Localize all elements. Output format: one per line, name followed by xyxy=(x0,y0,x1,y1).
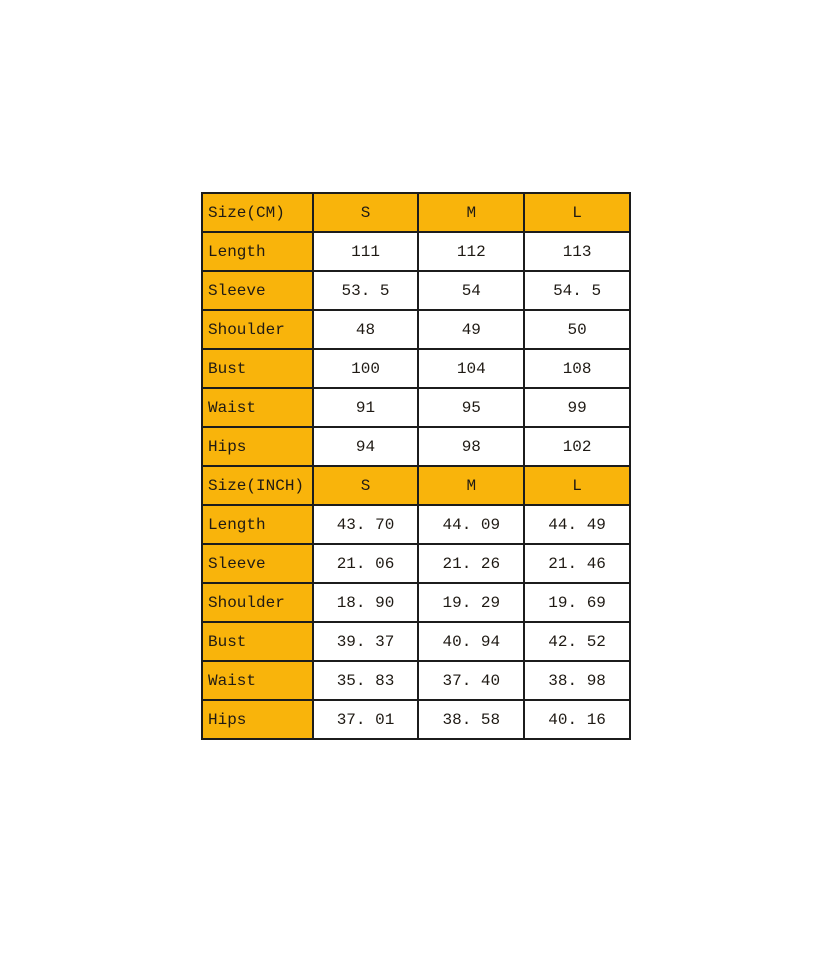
cell-value: 54 xyxy=(417,270,526,311)
cell-value: 40. 94 xyxy=(417,621,526,662)
row-label: Sleeve xyxy=(201,543,314,584)
size-column-header: L xyxy=(523,465,631,506)
table-row: Length 111 112 113 xyxy=(201,231,631,272)
cell-value: 111 xyxy=(311,231,420,272)
table-row: Hips 94 98 102 xyxy=(201,426,631,467)
table-row: Waist 35. 83 37. 40 38. 98 xyxy=(201,660,631,701)
row-label: Shoulder xyxy=(201,309,314,350)
cell-value: 40. 16 xyxy=(523,699,631,740)
section-header-label: Size(INCH) xyxy=(201,465,314,506)
row-label: Hips xyxy=(201,426,314,467)
cell-value: 21. 46 xyxy=(523,543,631,584)
cell-value: 37. 01 xyxy=(311,699,420,740)
cell-value: 37. 40 xyxy=(417,660,526,701)
table-row: Shoulder 18. 90 19. 29 19. 69 xyxy=(201,582,631,623)
row-label: Waist xyxy=(201,660,314,701)
cell-value: 112 xyxy=(417,231,526,272)
size-chart-table: Size(CM) S M L Length 111 112 113 Sleeve 53. 5 54 5… xyxy=(201,192,631,740)
row-label: Length xyxy=(201,231,314,272)
cell-value: 54. 5 xyxy=(523,270,631,311)
cell-value: 91 xyxy=(311,387,420,428)
cell-value: 100 xyxy=(311,348,420,389)
cell-value: 99 xyxy=(523,387,631,428)
cell-value: 39. 37 xyxy=(311,621,420,662)
cell-value: 18. 90 xyxy=(311,582,420,623)
cell-value: 48 xyxy=(311,309,420,350)
table-row: Waist 91 95 99 xyxy=(201,387,631,428)
cell-value: 104 xyxy=(417,348,526,389)
table-row: Bust 39. 37 40. 94 42. 52 xyxy=(201,621,631,662)
section-header-label: Size(CM) xyxy=(201,192,314,233)
cell-value: 44. 09 xyxy=(417,504,526,545)
row-label: Waist xyxy=(201,387,314,428)
row-label: Length xyxy=(201,504,314,545)
cell-value: 35. 83 xyxy=(311,660,420,701)
cell-value: 108 xyxy=(523,348,631,389)
row-label: Hips xyxy=(201,699,314,740)
table-row: Shoulder 48 49 50 xyxy=(201,309,631,350)
cell-value: 50 xyxy=(523,309,631,350)
cell-value: 21. 26 xyxy=(417,543,526,584)
cell-value: 19. 29 xyxy=(417,582,526,623)
table-row: Hips 37. 01 38. 58 40. 16 xyxy=(201,699,631,740)
table-row: Bust 100 104 108 xyxy=(201,348,631,389)
cell-value: 95 xyxy=(417,387,526,428)
size-column-header: S xyxy=(311,192,420,233)
cell-value: 49 xyxy=(417,309,526,350)
cell-value: 44. 49 xyxy=(523,504,631,545)
cell-value: 38. 98 xyxy=(523,660,631,701)
cell-value: 43. 70 xyxy=(311,504,420,545)
section-header-row: Size(INCH) S M L xyxy=(201,465,631,506)
cell-value: 53. 5 xyxy=(311,270,420,311)
size-column-header: M xyxy=(417,465,526,506)
row-label: Sleeve xyxy=(201,270,314,311)
cell-value: 19. 69 xyxy=(523,582,631,623)
table-row: Length 43. 70 44. 09 44. 49 xyxy=(201,504,631,545)
table-row: Sleeve 21. 06 21. 26 21. 46 xyxy=(201,543,631,584)
row-label: Bust xyxy=(201,621,314,662)
table-row: Sleeve 53. 5 54 54. 5 xyxy=(201,270,631,311)
cell-value: 113 xyxy=(523,231,631,272)
cell-value: 38. 58 xyxy=(417,699,526,740)
cell-value: 102 xyxy=(523,426,631,467)
cell-value: 42. 52 xyxy=(523,621,631,662)
size-column-header: S xyxy=(311,465,420,506)
section-header-row: Size(CM) S M L xyxy=(201,192,631,233)
cell-value: 21. 06 xyxy=(311,543,420,584)
size-column-header: M xyxy=(417,192,526,233)
cell-value: 98 xyxy=(417,426,526,467)
size-chart-body: Size(CM) S M L Length 111 112 113 Sleeve 53. 5 54 5… xyxy=(201,192,631,740)
cell-value: 94 xyxy=(311,426,420,467)
size-column-header: L xyxy=(523,192,631,233)
row-label: Shoulder xyxy=(201,582,314,623)
row-label: Bust xyxy=(201,348,314,389)
